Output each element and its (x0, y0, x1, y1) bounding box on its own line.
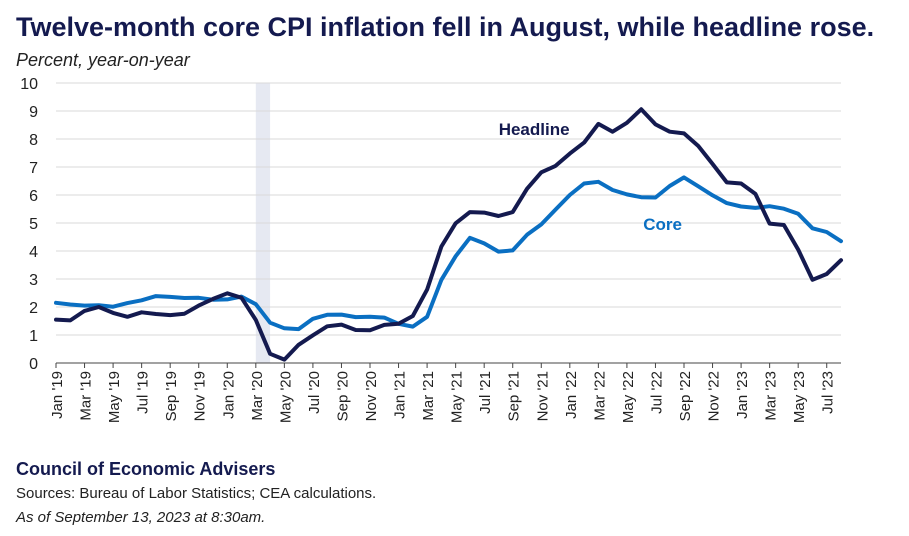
footer-as-of: As of September 13, 2023 at 8:30am. (16, 509, 266, 526)
y-tick-label: 7 (29, 160, 38, 177)
y-tick-label: 6 (29, 188, 38, 205)
headline-series-line (54, 107, 843, 362)
y-tick-label: 0 (29, 356, 38, 373)
x-tick-label: Nov '22 (706, 371, 723, 421)
y-tick-label: 2 (29, 300, 38, 317)
y-tick-label: 1 (29, 328, 38, 345)
gridlines (56, 82, 841, 364)
x-tick-label: Nov '21 (534, 371, 551, 421)
x-tick-label: Mar '19 (78, 371, 95, 421)
y-tick-label: 3 (29, 272, 38, 289)
y-tick-label: 5 (29, 216, 38, 233)
x-tick-label: Sep '20 (334, 371, 351, 421)
x-tick-label: May '22 (620, 371, 637, 423)
footer-sources: Sources: Bureau of Labor Statistics; CEA… (16, 485, 377, 502)
cpi-line-chart: 0 1 2 3 4 5 6 7 8 9 10 Jan '19 Mar '19 May '19 Jul '1… (20, 76, 843, 423)
x-tick-label: Jan '19 (49, 371, 66, 419)
x-tick-label: Mar '21 (420, 371, 437, 421)
y-axis-tick-labels: 0 1 2 3 4 5 6 7 8 9 10 (20, 76, 38, 373)
y-tick-label: 8 (29, 132, 38, 149)
x-tick-label: May '19 (106, 371, 123, 423)
y-tick-label: 9 (29, 104, 38, 121)
y-tick-label: 4 (29, 244, 38, 261)
x-tick-label: Mar '22 (591, 371, 608, 421)
x-tick-label: Jan '23 (734, 371, 751, 419)
x-tick-label: Nov '19 (192, 371, 209, 421)
x-tick-label: May '20 (277, 371, 294, 423)
x-tick-label: Jul '19 (135, 371, 152, 414)
x-tick-label: Jul '22 (648, 371, 665, 414)
x-axis-tick-labels: Jan '19 Mar '19 May '19 Jul '19 Sep '19 Nov '… (49, 363, 837, 423)
chart-subtitle: Percent, year-on-year (16, 50, 190, 70)
headline-series-label: Headline (499, 120, 570, 139)
series-labels: Headline Core (499, 120, 682, 234)
x-tick-label: Jan '22 (563, 371, 580, 419)
x-tick-label: Mar '23 (763, 371, 780, 421)
x-tick-label: Sep '19 (163, 371, 180, 421)
series-lines (54, 107, 843, 362)
x-tick-label: Nov '20 (363, 371, 380, 421)
core-series-label: Core (643, 215, 682, 234)
x-tick-label: Jul '21 (477, 371, 494, 414)
x-tick-label: May '23 (791, 371, 808, 423)
chart-title: Twelve-month core CPI inflation fell in … (16, 12, 875, 42)
footer-organization: Council of Economic Advisers (16, 459, 276, 479)
x-tick-label: Sep '22 (677, 371, 694, 421)
core-series-line (54, 175, 843, 332)
x-tick-label: Jan '21 (392, 371, 409, 419)
x-tick-label: Jul '20 (306, 371, 323, 414)
x-tick-label: May '21 (449, 371, 466, 423)
x-tick-label: Jul '23 (820, 371, 837, 414)
x-tick-label: Mar '20 (249, 371, 266, 421)
x-tick-label: Jan '20 (220, 371, 237, 419)
y-tick-label: 10 (20, 76, 38, 93)
x-tick-label: Sep '21 (506, 371, 523, 421)
